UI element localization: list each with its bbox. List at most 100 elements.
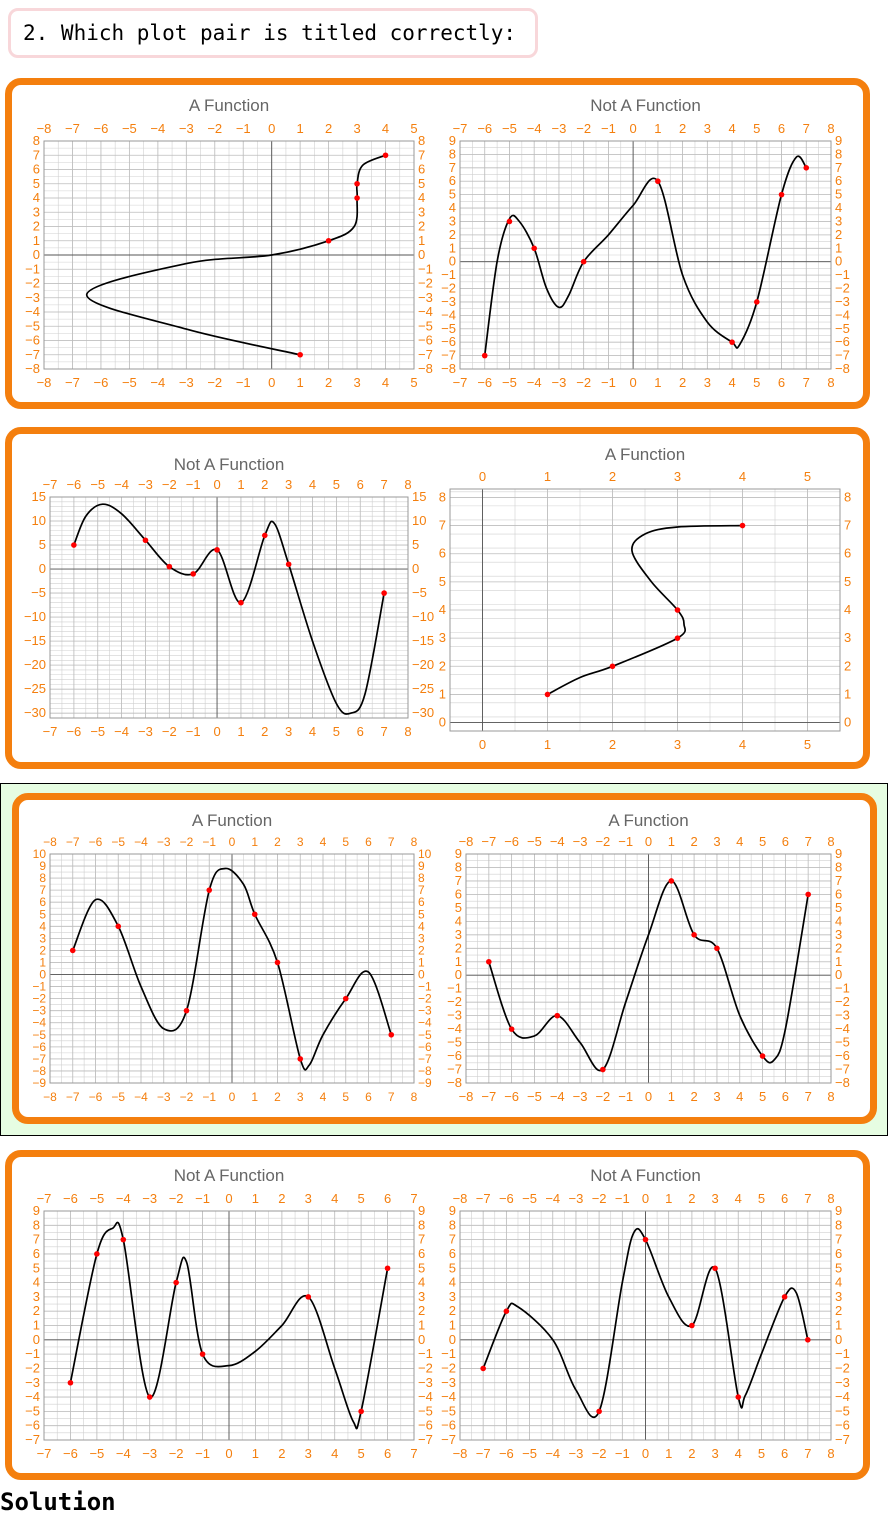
y-tick-label-left: −5 <box>25 1403 40 1418</box>
x-tick-label-top: −1 <box>615 1191 630 1206</box>
y-tick-label-left: 6 <box>449 173 456 188</box>
x-tick-label-top: 4 <box>382 121 389 136</box>
tick-labels: −7−7−6−6−5−5−4−4−3−3−2−2−1−1001122334455… <box>441 121 850 390</box>
x-tick-label-bottom: −6 <box>94 375 109 390</box>
y-tick-label-right: −2 <box>835 994 850 1009</box>
x-tick-label-bottom: 0 <box>642 1446 649 1461</box>
x-tick-label-bottom: −2 <box>576 375 591 390</box>
x-tick-label-top: 4 <box>736 834 743 849</box>
data-point <box>655 178 661 185</box>
x-tick-label-bottom: 0 <box>268 375 275 390</box>
x-tick-label-top: −8 <box>43 835 57 849</box>
y-tick-label-left: 9 <box>455 846 462 861</box>
data-point <box>358 1408 364 1415</box>
x-tick-label-top: −4 <box>150 121 165 136</box>
y-tick-label-left: 2 <box>455 940 462 955</box>
y-tick-label-left: 6 <box>439 546 446 561</box>
y-tick-label-right: 5 <box>418 907 425 921</box>
x-tick-label-top: −5 <box>89 1191 104 1206</box>
x-tick-label-top: 5 <box>753 121 760 136</box>
y-tick-label-left: 4 <box>39 919 46 933</box>
x-tick-label-top: 8 <box>827 1191 834 1206</box>
y-tick-label-left: 1 <box>449 240 456 255</box>
x-tick-label-bottom: 3 <box>297 1090 304 1104</box>
y-tick-label-left: 3 <box>455 927 462 942</box>
y-tick-label-right: 2 <box>835 227 842 242</box>
x-tick-label-top: 7 <box>803 121 810 136</box>
y-tick-label-right: −4 <box>418 1389 433 1404</box>
y-tick-label-right: 6 <box>835 1246 842 1261</box>
y-tick-label-right: 3 <box>418 1289 425 1304</box>
data-point <box>173 1279 179 1286</box>
x-tick-label-bottom: 6 <box>781 1446 788 1461</box>
y-tick-label-left: −3 <box>32 1004 46 1018</box>
x-tick-label-top: −4 <box>527 121 542 136</box>
y-tick-label-right: 3 <box>418 204 425 219</box>
x-tick-label-bottom: 1 <box>665 1446 672 1461</box>
data-point <box>238 599 244 606</box>
y-tick-label-left: 6 <box>33 1246 40 1261</box>
y-tick-label-left: 4 <box>449 1275 456 1290</box>
plot-frame <box>449 488 841 732</box>
y-tick-label-left: 0 <box>439 715 446 730</box>
x-tick-label-bottom: 3 <box>704 375 711 390</box>
y-tick-label-left: 6 <box>449 1246 456 1261</box>
y-tick-label-left: −2 <box>32 992 46 1006</box>
y-tick-label-left: −4 <box>447 1021 462 1036</box>
x-tick-label-bottom: 3 <box>713 1089 720 1104</box>
x-tick-label-bottom: −1 <box>618 1089 633 1104</box>
x-tick-label-top: 6 <box>778 121 785 136</box>
y-tick-label-left: 4 <box>439 602 446 617</box>
x-tick-label-bottom: 8 <box>827 1089 834 1104</box>
y-tick-label-right: −1 <box>835 981 850 996</box>
y-tick-label-right: −7 <box>418 1052 432 1066</box>
y-tick-label-right: −6 <box>835 334 850 349</box>
x-tick-label-bottom: 2 <box>278 1446 285 1461</box>
y-tick-label-left: 1 <box>39 955 46 969</box>
y-tick-label-left: −4 <box>441 307 456 322</box>
x-tick-label-bottom: −2 <box>180 1090 194 1104</box>
data-point <box>805 891 811 898</box>
y-tick-label-left: 5 <box>39 537 46 552</box>
plot-pair-1[interactable] <box>5 78 870 409</box>
x-tick-label-top: 6 <box>357 477 364 492</box>
y-tick-label-right: 0 <box>418 1332 425 1347</box>
y-tick-label-left: −6 <box>441 334 456 349</box>
y-tick-label-left: 8 <box>455 859 462 874</box>
y-tick-label-left: −30 <box>24 705 46 720</box>
x-tick-label-bottom: 3 <box>305 1446 312 1461</box>
plot-pair-3[interactable] <box>12 793 877 1124</box>
x-tick-label-top: −6 <box>504 834 519 849</box>
x-tick-label-top: −6 <box>499 1191 514 1206</box>
y-tick-label-left: 2 <box>449 1303 456 1318</box>
x-tick-label-bottom: 5 <box>333 724 340 739</box>
x-tick-label-bottom: 2 <box>688 1446 695 1461</box>
y-tick-label-right: 4 <box>835 913 842 928</box>
y-tick-label-left: −2 <box>441 1360 456 1375</box>
data-point <box>384 1265 391 1272</box>
x-tick-label-bottom: −5 <box>90 724 105 739</box>
y-tick-label-right: −25 <box>412 681 434 696</box>
x-tick-label-top: −2 <box>576 121 591 136</box>
y-tick-label-right: 2 <box>418 219 425 234</box>
y-tick-label-left: −7 <box>441 1432 456 1447</box>
x-tick-label-top: 4 <box>320 835 327 849</box>
x-tick-label-bottom: 8 <box>404 724 411 739</box>
y-tick-label-right: −4 <box>835 1389 850 1404</box>
y-tick-label-right: 5 <box>835 1260 842 1275</box>
y-tick-label-right: 10 <box>412 513 426 528</box>
x-tick-label-top: −5 <box>522 1191 537 1206</box>
plot-frame <box>459 140 832 370</box>
y-tick-label-right: 8 <box>844 489 851 504</box>
x-tick-label-bottom: −1 <box>195 1446 210 1461</box>
y-tick-label-left: −7 <box>447 1062 462 1077</box>
y-tick-label-left: −5 <box>441 1403 456 1418</box>
x-tick-label-top: 7 <box>410 1191 417 1206</box>
y-tick-label-right: −4 <box>418 1016 432 1030</box>
data-point <box>67 1379 74 1386</box>
y-tick-label-left: 9 <box>449 133 456 148</box>
data-point <box>342 995 349 1002</box>
x-tick-label-bottom: −4 <box>134 1090 148 1104</box>
y-tick-label-right: 3 <box>844 630 851 645</box>
